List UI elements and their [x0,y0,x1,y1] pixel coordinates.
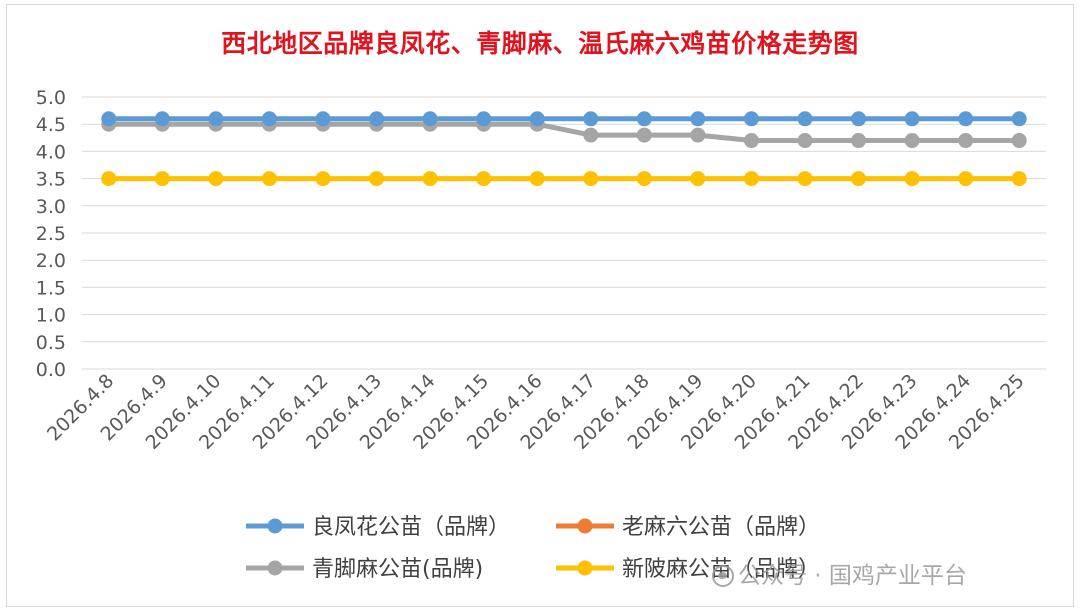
y-axis-ticks: 0.0 0.5 1.0 1.5 2.0 2.5 3.0 3.5 4.0 4.5 5.0 [36,87,66,381]
legend-label: 良凤花公苗（品牌） [312,515,510,540]
legend-marker [577,518,593,534]
watermark-text: 公众号 · 国鸡产业平台 [738,563,967,589]
data-point [797,133,813,149]
y-tick-label: 3.5 [36,169,66,191]
series-3 [101,171,1027,187]
data-point [743,171,759,187]
data-point [958,171,974,187]
data-point [958,111,974,127]
y-tick-label: 4.5 [36,114,66,136]
data-point [743,133,759,149]
wechat-icon [712,565,734,587]
data-point [797,171,813,187]
legend-marker [577,560,593,576]
data-point [208,171,224,187]
data-point [583,171,599,187]
data-point [315,171,331,187]
data-point [529,111,545,127]
legend-item: 青脚麻公苗(品牌) [246,557,483,582]
y-tick-label: 2.5 [36,223,66,245]
data-point [369,171,385,187]
data-point [636,111,652,127]
y-tick-label: 1.0 [36,305,66,327]
data-point [1011,133,1027,149]
series-2 [101,116,1027,149]
data-point [690,171,706,187]
data-point [904,111,920,127]
data-point [636,171,652,187]
series-0 [101,111,1027,127]
y-tick-label: 3.0 [36,196,66,218]
data-point [476,171,492,187]
legend-item: 良凤花公苗（品牌） [246,515,510,540]
legend-marker [267,560,283,576]
data-point [315,111,331,127]
data-point [261,111,277,127]
data-point [743,111,759,127]
data-point [583,127,599,143]
y-tick-label: 5.0 [36,87,66,109]
data-point [529,171,545,187]
data-point [369,111,385,127]
data-point [958,133,974,149]
data-point [797,111,813,127]
legend-item: 老麻六公苗（品牌） [556,515,820,540]
y-tick-label: 0.5 [36,332,66,354]
data-point [422,111,438,127]
data-point [154,171,170,187]
y-tick-label: 1.5 [36,277,66,299]
legend-marker [267,518,283,534]
data-point [690,127,706,143]
data-point [851,171,867,187]
data-point [851,111,867,127]
series-layer [101,111,1027,187]
gridlines [82,96,1046,370]
y-tick-label: 4.0 [36,141,66,163]
data-point [208,111,224,127]
y-tick-label: 2.0 [36,250,66,272]
data-point [904,171,920,187]
data-point [154,111,170,127]
data-point [261,171,277,187]
data-point [101,111,117,127]
x-axis-ticks: 2026.4.82026.4.92026.4.102026.4.112026.4… [43,370,1029,454]
data-point [690,111,706,127]
data-point [422,171,438,187]
chart-title: 西北地区品牌良凤花、青脚麻、温氏麻六鸡苗价格走势图 [221,29,859,58]
data-point [636,127,652,143]
y-tick-label: 0.0 [36,359,66,381]
data-point [851,133,867,149]
watermark: 公众号 · 国鸡产业平台 [712,556,967,590]
series-line [108,121,1020,144]
data-point [1011,171,1027,187]
data-point [1011,111,1027,127]
chart-frame [6,4,1074,607]
legend-label: 青脚麻公苗(品牌) [312,557,483,582]
legend-label: 老麻六公苗（品牌） [622,515,820,540]
data-point [583,111,599,127]
data-point [476,111,492,127]
data-point [101,171,117,187]
data-point [904,133,920,149]
